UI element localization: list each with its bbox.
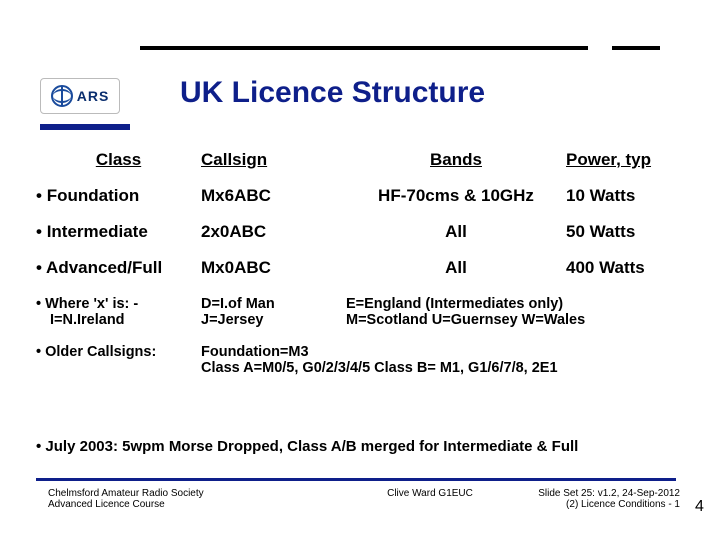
cell-power: 10 Watts bbox=[566, 186, 696, 206]
hdr-class: Class bbox=[36, 150, 201, 170]
note-where-row: Where 'x' is: - I=N.Ireland D=I.of Man J… bbox=[36, 296, 700, 328]
footer-left-1: Chelmsford Amateur Radio Society bbox=[48, 488, 204, 499]
cell-class: Intermediate bbox=[36, 222, 201, 242]
globe-icon bbox=[51, 85, 73, 107]
footer-left-2: Advanced Licence Course bbox=[48, 499, 165, 510]
top-rule-seg1 bbox=[140, 46, 588, 50]
hdr-callsign: Callsign bbox=[201, 150, 346, 170]
cell-callsign: Mx0ABC bbox=[201, 258, 346, 278]
cell-power: 400 Watts bbox=[566, 258, 696, 278]
note-older-text: Foundation=M3 Class A=M0/5, G0/2/3/4/5 C… bbox=[201, 344, 700, 376]
hdr-power: Power, typ bbox=[566, 150, 696, 170]
note-where-c2a: D=I.of Man bbox=[201, 296, 275, 312]
footer-right: Slide Set 25: v1.2, 24-Sep-2012 (2) Lice… bbox=[500, 488, 680, 510]
page-number: 4 bbox=[695, 498, 704, 516]
table-row: Intermediate 2x0ABC All 50 Watts bbox=[36, 222, 700, 242]
title-underline bbox=[40, 124, 130, 130]
cell-callsign: Mx6ABC bbox=[201, 186, 346, 206]
org-logo: ARS bbox=[40, 78, 120, 114]
footer-rule bbox=[36, 478, 676, 481]
note-july2003: July 2003: 5wpm Morse Dropped, Class A/B… bbox=[36, 438, 578, 455]
note-where-col3: E=England (Intermediates only) M=Scotlan… bbox=[346, 296, 700, 328]
note-where-col1: Where 'x' is: - I=N.Ireland bbox=[36, 296, 201, 328]
note-older-line1: Foundation=M3 bbox=[201, 344, 309, 360]
note-where-c3b: M=Scotland U=Guernsey W=Wales bbox=[346, 312, 585, 328]
hdr-bands: Bands bbox=[346, 150, 566, 170]
table-row: Foundation Mx6ABC HF-70cms & 10GHz 10 Wa… bbox=[36, 186, 700, 206]
top-rule-seg2 bbox=[612, 46, 660, 50]
note-older-row: Older Callsigns: Foundation=M3 Class A=M… bbox=[36, 344, 700, 376]
cell-bands: All bbox=[346, 222, 566, 242]
footer-center: Clive Ward G1EUC bbox=[340, 488, 520, 499]
table-row: Advanced/Full Mx0ABC All 400 Watts bbox=[36, 258, 700, 278]
note-older-line2: Class A=M0/5, G0/2/3/4/5 Class B= M1, G1… bbox=[201, 360, 558, 376]
note-where-c3a: E=England (Intermediates only) bbox=[346, 296, 563, 312]
slide-title: UK Licence Structure bbox=[180, 76, 485, 110]
footer-right-1: Slide Set 25: v1.2, 24-Sep-2012 bbox=[538, 488, 680, 499]
footer-left: Chelmsford Amateur Radio Society Advance… bbox=[48, 488, 248, 510]
logo-text: ARS bbox=[77, 88, 110, 104]
note-where-c1b: I=N.Ireland bbox=[36, 312, 125, 328]
cell-class: Foundation bbox=[36, 186, 201, 206]
footer-right-2: (2) Licence Conditions - 1 bbox=[566, 499, 680, 510]
note-older-label-wrap: Older Callsigns: bbox=[36, 344, 201, 376]
note-where-c1a: Where 'x' is: - bbox=[36, 296, 138, 312]
table-header-row: Class Callsign Bands Power, typ bbox=[36, 150, 700, 170]
cell-bands: HF-70cms & 10GHz bbox=[346, 186, 566, 206]
note-where-c2b: J=Jersey bbox=[201, 312, 264, 328]
cell-power: 50 Watts bbox=[566, 222, 696, 242]
content-area: Class Callsign Bands Power, typ Foundati… bbox=[36, 150, 700, 376]
cell-bands: All bbox=[346, 258, 566, 278]
note-where-col2: D=I.of Man J=Jersey bbox=[201, 296, 346, 328]
cell-callsign: 2x0ABC bbox=[201, 222, 346, 242]
cell-class: Advanced/Full bbox=[36, 258, 201, 278]
note-older-label: Older Callsigns: bbox=[36, 344, 156, 360]
